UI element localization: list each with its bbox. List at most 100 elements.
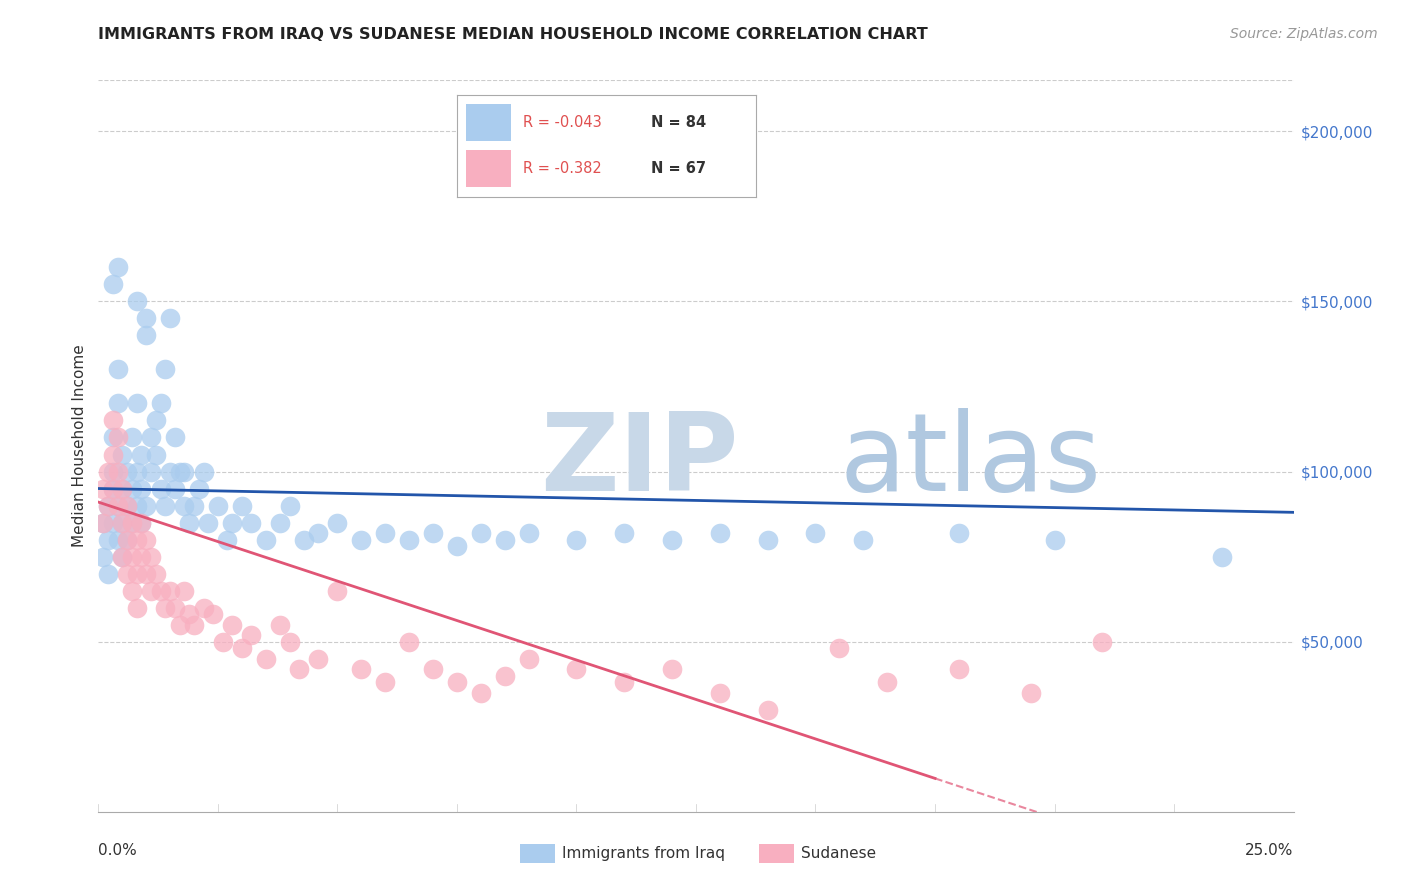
- Point: [254, 533, 277, 547]
- Point: [494, 533, 516, 547]
- Point: [115, 533, 138, 547]
- Point: [350, 533, 373, 547]
- Point: [307, 651, 329, 665]
- Point: [159, 583, 181, 598]
- Point: [350, 662, 373, 676]
- Point: [107, 396, 129, 410]
- Point: [107, 430, 129, 444]
- Point: [91, 549, 114, 564]
- Point: [828, 641, 851, 656]
- Point: [155, 600, 177, 615]
- Point: [91, 516, 114, 530]
- Point: [269, 516, 291, 530]
- Point: [115, 465, 138, 479]
- Point: [107, 499, 129, 513]
- Point: [135, 566, 157, 581]
- Point: [169, 617, 191, 632]
- Point: [948, 662, 970, 676]
- Point: [398, 533, 420, 547]
- Point: [159, 311, 181, 326]
- Point: [121, 583, 143, 598]
- Text: IMMIGRANTS FROM IRAQ VS SUDANESE MEDIAN HOUSEHOLD INCOME CORRELATION CHART: IMMIGRANTS FROM IRAQ VS SUDANESE MEDIAN …: [98, 27, 928, 42]
- Point: [131, 482, 153, 496]
- Point: [135, 499, 157, 513]
- Point: [709, 686, 731, 700]
- Point: [163, 430, 186, 444]
- Point: [121, 516, 143, 530]
- Point: [111, 516, 134, 530]
- Point: [179, 607, 201, 622]
- Point: [446, 675, 468, 690]
- Point: [125, 499, 148, 513]
- Point: [155, 362, 177, 376]
- Point: [948, 525, 970, 540]
- Point: [1091, 634, 1114, 648]
- Point: [139, 549, 162, 564]
- Point: [101, 448, 124, 462]
- Point: [145, 566, 167, 581]
- Point: [121, 549, 143, 564]
- Point: [149, 396, 172, 410]
- Point: [288, 662, 311, 676]
- Point: [163, 600, 186, 615]
- Point: [326, 583, 349, 598]
- Point: [269, 617, 291, 632]
- Point: [661, 533, 683, 547]
- Point: [125, 566, 148, 581]
- Point: [107, 533, 129, 547]
- Point: [187, 482, 209, 496]
- Point: [125, 396, 148, 410]
- Point: [1019, 686, 1042, 700]
- Point: [470, 525, 492, 540]
- Point: [307, 525, 329, 540]
- Point: [107, 499, 129, 513]
- Point: [139, 465, 162, 479]
- Point: [125, 600, 148, 615]
- Point: [107, 362, 129, 376]
- Point: [145, 413, 167, 427]
- Point: [374, 675, 396, 690]
- Point: [221, 516, 243, 530]
- Point: [149, 583, 172, 598]
- Point: [145, 448, 167, 462]
- Point: [111, 549, 134, 564]
- Point: [135, 533, 157, 547]
- Point: [756, 703, 779, 717]
- Point: [97, 499, 120, 513]
- Point: [121, 516, 143, 530]
- Y-axis label: Median Household Income: Median Household Income: [72, 344, 87, 548]
- Point: [173, 499, 195, 513]
- Point: [278, 634, 301, 648]
- Text: Immigrants from Iraq: Immigrants from Iraq: [562, 847, 725, 861]
- Point: [173, 465, 195, 479]
- Text: ZIP: ZIP: [540, 408, 740, 514]
- Point: [613, 525, 636, 540]
- Point: [756, 533, 779, 547]
- Point: [183, 617, 205, 632]
- Point: [470, 686, 492, 700]
- Point: [1211, 549, 1233, 564]
- Point: [91, 516, 114, 530]
- Point: [115, 566, 138, 581]
- Point: [292, 533, 315, 547]
- Point: [111, 482, 134, 496]
- Point: [131, 516, 153, 530]
- Point: [207, 499, 229, 513]
- Point: [131, 448, 153, 462]
- Point: [111, 516, 134, 530]
- Point: [97, 499, 120, 513]
- Point: [163, 482, 186, 496]
- Point: [517, 651, 540, 665]
- Point: [131, 549, 153, 564]
- Point: [111, 482, 134, 496]
- Point: [193, 600, 215, 615]
- Point: [125, 294, 148, 309]
- Point: [1043, 533, 1066, 547]
- Point: [107, 465, 129, 479]
- Point: [231, 641, 253, 656]
- Point: [326, 516, 349, 530]
- Point: [97, 465, 120, 479]
- Point: [111, 549, 134, 564]
- Point: [135, 311, 157, 326]
- Point: [139, 430, 162, 444]
